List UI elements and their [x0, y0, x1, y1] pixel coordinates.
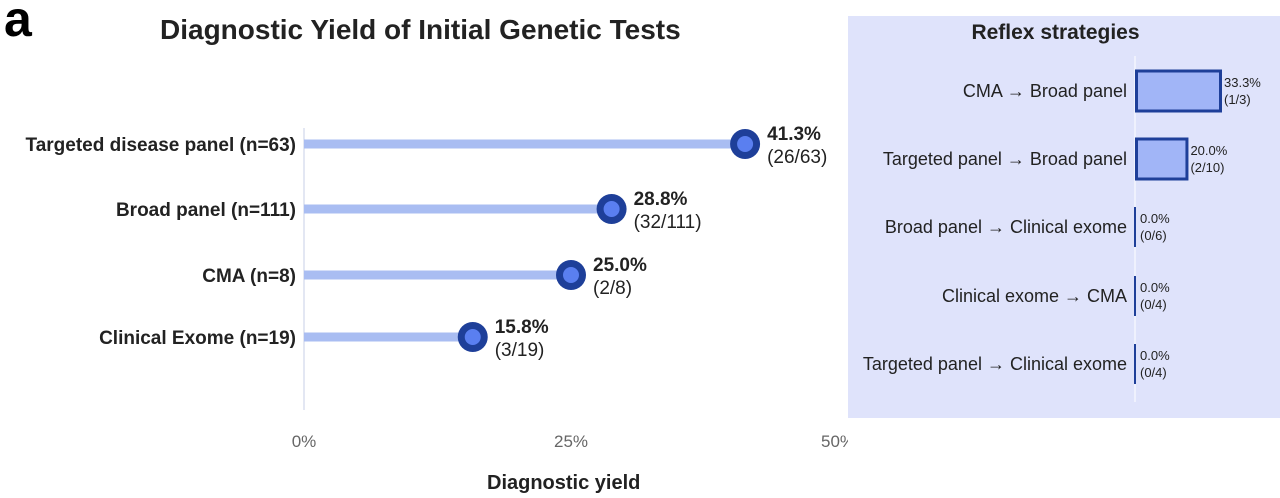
- x-axis-label: Diagnostic yield: [487, 472, 641, 494]
- lollipop-dot-center: [464, 329, 481, 345]
- main-lollipop-chart: 0% 25% 50% Targeted disease panel (n=63) 41.…: [26, 124, 849, 451]
- reflex-percent-label: 0.0%: [1140, 280, 1170, 295]
- reflex-category-label: Targeted panel → Clinical exome: [863, 354, 1127, 374]
- reflex-fraction-label: (0/4): [1140, 365, 1167, 380]
- lollipop-dot-center: [603, 201, 620, 217]
- reflex-percent-label: 20.0%: [1190, 143, 1227, 158]
- category-label: Broad panel (n=111): [116, 200, 296, 221]
- reflex-percent-label: 33.3%: [1224, 75, 1261, 90]
- reflex-category-label: Targeted panel → Broad panel: [883, 149, 1127, 169]
- x-tick-label: 50%: [821, 432, 848, 451]
- yield-fraction-label: (32/111): [634, 212, 702, 233]
- yield-percent-label: 41.3%: [767, 124, 821, 145]
- yield-percent-label: 15.8%: [495, 317, 549, 338]
- lollipop-dot-center: [737, 136, 754, 152]
- category-label: Targeted disease panel (n=63): [26, 135, 297, 156]
- reflex-category-label: CMA → Broad panel: [963, 81, 1127, 101]
- category-label: CMA (n=8): [202, 266, 296, 287]
- chart-title: Diagnostic Yield of Initial Genetic Test…: [160, 14, 681, 45]
- lollipop-dot-center: [563, 267, 579, 283]
- reflex-percent-label: 0.0%: [1140, 348, 1170, 363]
- reflex-fraction-label: (2/10): [1190, 160, 1224, 175]
- yield-percent-label: 28.8%: [634, 189, 688, 210]
- panel-letter: a: [4, 0, 32, 47]
- yield-fraction-label: (2/8): [593, 278, 632, 299]
- reflex-title: Reflex strategies: [971, 21, 1140, 44]
- reflex-category-label: Broad panel → Clinical exome: [885, 217, 1127, 237]
- reflex-fraction-label: (0/6): [1140, 228, 1167, 243]
- yield-fraction-label: (3/19): [495, 340, 545, 361]
- reflex-bar: [1135, 137, 1189, 181]
- reflex-bar: [1135, 69, 1222, 113]
- reflex-strategies-panel: Reflex strategies CMA → Broad panel 33.3%…: [848, 16, 1280, 418]
- reflex-fraction-label: (1/3): [1224, 92, 1251, 107]
- yield-percent-label: 25.0%: [593, 255, 647, 276]
- x-tick-label: 0%: [292, 432, 317, 451]
- yield-fraction-label: (26/63): [767, 147, 827, 168]
- x-tick-label: 25%: [554, 432, 588, 451]
- reflex-bar-chart: CMA → Broad panel 33.3% (1/3) Targeted pane…: [863, 56, 1261, 402]
- category-label: Clinical Exome (n=19): [99, 328, 296, 349]
- reflex-category-label: Clinical exome → CMA: [942, 286, 1127, 306]
- reflex-fraction-label: (0/4): [1140, 297, 1167, 312]
- reflex-percent-label: 0.0%: [1140, 211, 1170, 226]
